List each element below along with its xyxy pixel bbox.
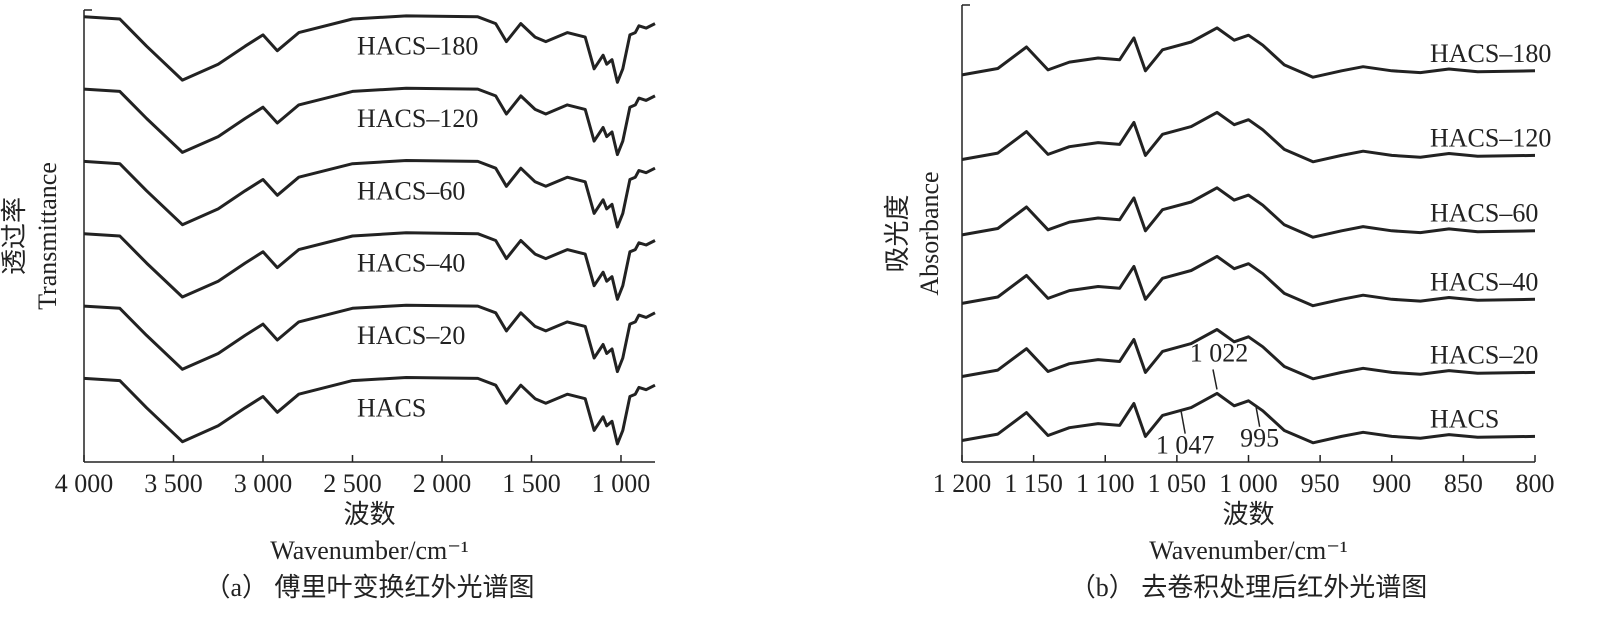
series-label: HACS	[357, 393, 426, 422]
x-tick-label: 1 050	[1148, 469, 1207, 498]
series-label: HACS–180	[1430, 39, 1551, 68]
x-tick-label: 3 000	[234, 469, 293, 498]
series-label: HACS	[1430, 404, 1499, 433]
x-axis-label: Wavenumber/cm⁻¹	[270, 536, 468, 565]
spectrum-line	[83, 303, 656, 374]
x-tick-label: 1 100	[1076, 469, 1135, 498]
spectrum-line	[83, 159, 656, 229]
caption: （a） 傅里叶变换红外光谱图	[204, 573, 534, 602]
spectrum-line	[961, 110, 1536, 164]
spectrum-line	[83, 376, 656, 446]
y-axis-label: Transmittance	[33, 162, 62, 310]
x-tick-label: 2 000	[413, 469, 472, 498]
annotation-leader	[1180, 411, 1186, 434]
spectrum-line	[961, 26, 1536, 79]
x-tick-label: 800	[1516, 469, 1555, 498]
x-tick-label: 1 500	[502, 469, 561, 498]
x-tick-label: 1 000	[592, 469, 651, 498]
spectrum-line	[83, 231, 656, 301]
x-tick-label: 1 000	[1219, 469, 1278, 498]
series-label: HACS–20	[357, 321, 465, 350]
annotation: 1 022	[1190, 338, 1249, 367]
spectrum-line	[83, 14, 656, 84]
x-tick-label: 1 150	[1004, 469, 1063, 498]
annotation: 995	[1240, 424, 1279, 453]
spectrum-line	[961, 328, 1536, 381]
x-tick-label: 3 500	[144, 469, 203, 498]
x-tick-label: 900	[1372, 469, 1411, 498]
series-label: HACS–180	[357, 32, 478, 61]
x-tick-label: 2 500	[323, 469, 382, 498]
series-label: HACS–60	[1430, 199, 1538, 228]
spectrum-line	[961, 254, 1536, 308]
x-axis-label-cn: 波数	[343, 500, 395, 529]
x-tick-label: 850	[1444, 469, 1483, 498]
annotation-leader	[1212, 369, 1218, 390]
x-axis-label: Wavenumber/cm⁻¹	[1149, 536, 1347, 565]
x-tick-label: 950	[1301, 469, 1340, 498]
x-tick-label: 4 000	[55, 469, 114, 498]
annotation-leader	[1254, 404, 1261, 427]
series-label: HACS–120	[357, 104, 478, 133]
spectrum-line	[83, 86, 656, 157]
x-tick-label: 1 200	[933, 469, 992, 498]
spectrum-line	[961, 391, 1536, 445]
series-label: HACS–60	[357, 176, 465, 205]
y-axis-label-cn: 透过率	[0, 197, 29, 275]
caption: （b） 去卷积处理后红外光谱图	[1070, 573, 1428, 602]
series-label: HACS–120	[1430, 123, 1551, 152]
series-label: HACS–20	[1430, 340, 1538, 369]
annotation: 1 047	[1156, 431, 1215, 460]
x-axis-label-cn: 波数	[1222, 500, 1274, 529]
y-axis-label-cn: 吸光度	[883, 194, 912, 272]
series-label: HACS–40	[1430, 267, 1538, 296]
spectrum-line	[961, 186, 1536, 239]
series-label: HACS–40	[357, 249, 465, 278]
y-axis-label: Absorbance	[915, 171, 944, 295]
